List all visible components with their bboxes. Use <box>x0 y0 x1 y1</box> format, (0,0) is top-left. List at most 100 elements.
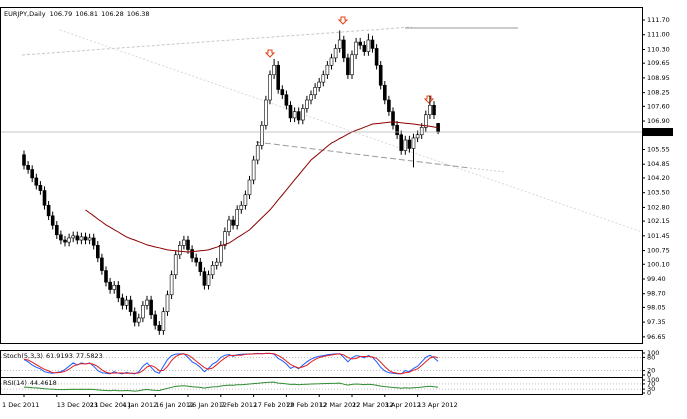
candle-body <box>276 64 281 90</box>
candle-body <box>194 257 198 263</box>
y-tick-label: 111.00 <box>647 31 670 39</box>
candle-body <box>22 154 26 166</box>
x-tick-label: 29 Feb 2012 <box>286 401 326 409</box>
candle-body <box>305 99 309 109</box>
y-tick-label: 104.85 <box>647 160 670 168</box>
candle-body <box>403 139 408 151</box>
x-tick-label: 13 Apr 2012 <box>418 401 458 409</box>
candle-body <box>137 317 141 323</box>
trendline <box>21 26 413 56</box>
candle-body <box>292 111 297 119</box>
x-tick-label: 16 Jan 2012 <box>155 401 194 409</box>
candle-body <box>317 81 322 88</box>
indicator-value: 77.5823 <box>76 352 103 360</box>
candle-body <box>198 261 203 272</box>
indicator-line <box>23 381 439 392</box>
candle-body <box>34 177 39 186</box>
candle-body <box>239 204 244 210</box>
y-tick-label: 80 <box>647 353 655 361</box>
candle-body <box>132 311 137 323</box>
candle-body <box>341 39 346 59</box>
candle-body <box>157 325 162 331</box>
y-tick-label: 98.70 <box>647 290 666 298</box>
candle-body <box>50 215 55 226</box>
candle-body <box>182 239 186 246</box>
candle-body <box>30 169 35 179</box>
candle-body <box>235 209 239 226</box>
candle-body <box>145 299 149 306</box>
candle-body <box>423 114 428 128</box>
candle-body <box>87 237 92 241</box>
candle-body <box>382 84 387 101</box>
candle-body <box>243 194 248 206</box>
candle-body <box>432 104 436 116</box>
moving-average <box>85 121 439 253</box>
x-tick-label: 7 Feb 2012 <box>221 401 257 409</box>
y-tick-label: 98.05 <box>647 303 666 311</box>
y-tick-label: 108.95 <box>647 74 670 82</box>
candle-body <box>399 134 404 151</box>
trendline <box>59 29 643 233</box>
candle-body <box>284 94 289 106</box>
x-tick-label: 4 Jan 2012 <box>122 401 157 409</box>
candle-body <box>71 235 75 239</box>
candle-body <box>300 108 305 121</box>
fractal-arrow <box>423 95 435 104</box>
main-panel-frame <box>0 7 643 344</box>
candle-body <box>296 111 301 121</box>
indicator-value: 44.4618 <box>30 379 57 387</box>
candle-body <box>419 127 424 136</box>
candle-body <box>227 219 231 232</box>
current-price-box <box>643 128 673 137</box>
y-tick-label: 111.70 <box>647 16 670 24</box>
y-tick-label: 107.60 <box>647 102 670 110</box>
y-tick-label: 97.35 <box>647 318 666 326</box>
candle-body <box>178 245 182 256</box>
header-close: 106.38 <box>127 10 150 18</box>
candle-body <box>202 271 207 286</box>
candle-body <box>112 285 116 290</box>
x-tick-label: 13 Dec 2011 <box>57 401 99 409</box>
x-tick-label: 22 Mar 2012 <box>352 401 393 409</box>
candle-body <box>251 159 256 181</box>
header-open: 106.79 <box>50 10 73 18</box>
candle-body <box>247 179 252 196</box>
y-tick-label: 0 <box>647 389 651 397</box>
y-tick-label: 20 <box>647 367 655 375</box>
candle-body <box>169 274 174 296</box>
candle-body <box>288 104 293 119</box>
x-tick-label: 17 Feb 2012 <box>254 401 294 409</box>
current-price-label: 106.38 <box>646 128 669 136</box>
candle-body <box>374 48 379 66</box>
candle-body <box>259 124 264 146</box>
x-tick-label: 3 Apr 2012 <box>385 401 421 409</box>
indicator-value: 61.9193 <box>46 352 73 360</box>
rsi-panel-frame <box>0 377 643 395</box>
candle-body <box>407 139 412 149</box>
candle-body <box>219 245 223 263</box>
candle-body <box>309 94 313 101</box>
candle-body <box>108 281 112 290</box>
candle-body <box>354 41 358 56</box>
candle-body <box>264 99 268 126</box>
candle-body <box>362 44 367 52</box>
chart-header: EURJPY,Daily 106.79 106.81 106.28 106.38 <box>4 10 150 18</box>
candle-body <box>391 111 395 126</box>
candle-body <box>223 231 227 246</box>
candle-body <box>83 236 88 241</box>
candle-body <box>116 285 121 299</box>
candle-body <box>59 234 63 241</box>
header-low: 106.28 <box>101 10 124 18</box>
y-tick-label: 101.45 <box>647 232 670 240</box>
x-tick-label: 26 Jan 2012 <box>188 401 227 409</box>
y-tick-label: 108.25 <box>647 89 670 97</box>
candle-body <box>124 299 129 306</box>
y-tick-label: 96.65 <box>647 333 666 341</box>
y-tick-label: 30 <box>647 385 655 393</box>
candle-body <box>100 257 104 271</box>
candle-body <box>280 89 285 96</box>
candle-body <box>313 87 317 96</box>
candle-body <box>161 311 166 331</box>
